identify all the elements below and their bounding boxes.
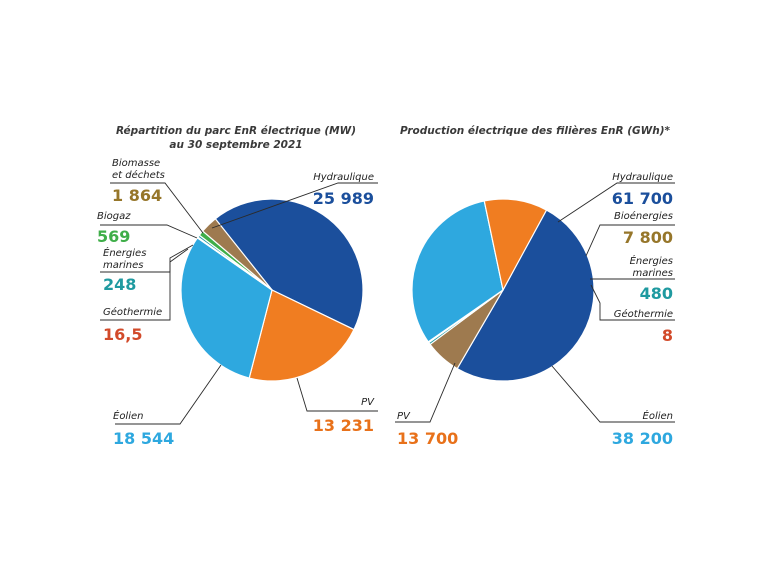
label-marines-line2-2: marines [633,268,673,279]
value-pv-1: 13 231 [313,416,374,435]
value-eolien-2: 38 200 [612,429,673,448]
pie1-slice-eolien [180,237,273,379]
chart1-title: Répartition du parc EnR électrique (MW) [116,125,356,137]
label-marines-line2-1: marines [103,260,143,271]
leader-pv-2 [395,362,456,423]
leader-biomasse-1 [110,182,204,234]
label-biogaz-1: Biogaz [97,211,131,222]
value-hydraulique-2: 61 700 [612,189,673,208]
chart1-labels: Hydraulique 25 989 Biomasse et déchets 1… [97,158,375,448]
chart1-leaders [100,182,378,425]
label-eolien-2: Éolien [643,409,673,422]
label-biomasse-line1-1: Biomasse [112,158,160,169]
value-geothermie-2: 8 [662,326,673,345]
leader-eolien-1 [115,364,222,425]
chart2-title: Production électrique des filières EnR (… [400,125,671,137]
leader-eolien-2 [551,365,675,423]
value-pv-2: 13 700 [397,429,458,448]
value-bioenergies-2: 7 800 [623,228,673,247]
chart2-pie [411,198,595,382]
value-hydraulique-1: 25 989 [313,189,374,208]
label-geothermie-2: Géothermie [614,308,673,320]
label-pv-1: PV [361,397,375,408]
leader-bioenergies-2 [585,224,675,257]
leader-hydraulique-2 [557,182,675,223]
label-geothermie-1: Géothermie [103,306,162,318]
label-eolien-1: Éolien [113,409,143,422]
pie1-slice-biomasse-et-dechets [201,217,273,291]
label-bioenergies-2: Bioénergies [614,210,673,222]
pie1-slice-hydraulique [213,198,364,331]
pie2-slice-pv [483,198,548,292]
pie2-slice-hydraulique [456,208,595,382]
value-marines-1: 248 [103,275,136,294]
value-eolien-1: 18 544 [113,429,174,448]
label-hydraulique-1: Hydraulique [313,172,374,183]
pie2-slice-eolien [411,200,504,343]
leader-pv-1 [296,377,378,412]
chart2-labels: Hydraulique 61 700 Bioénergies 7 800 Éne… [397,172,673,448]
chart1-subtitle: au 30 septembre 2021 [169,139,302,151]
value-geothermie-1: 16,5 [103,325,142,344]
leader-biogaz-1 [100,224,198,239]
value-marines-2: 480 [640,284,673,303]
label-marines-line1-1: Énergies [103,246,146,259]
leader-geothermie-2 [590,284,675,321]
label-biomasse-line2-1: et déchets [112,169,165,181]
label-hydraulique-2: Hydraulique [612,172,673,183]
label-pv-2: PV [397,411,411,422]
value-biomasse-1: 1 864 [112,186,162,205]
chart2-leaders [395,182,675,423]
value-biogaz-1: 569 [97,227,130,246]
pie1-slice-pv [248,289,355,382]
chart1-pie [180,198,364,382]
leader-geothermie-1 [100,248,189,321]
leader-hydraulique-1 [211,182,378,229]
label-marines-line1-2: Énergies [630,254,673,267]
